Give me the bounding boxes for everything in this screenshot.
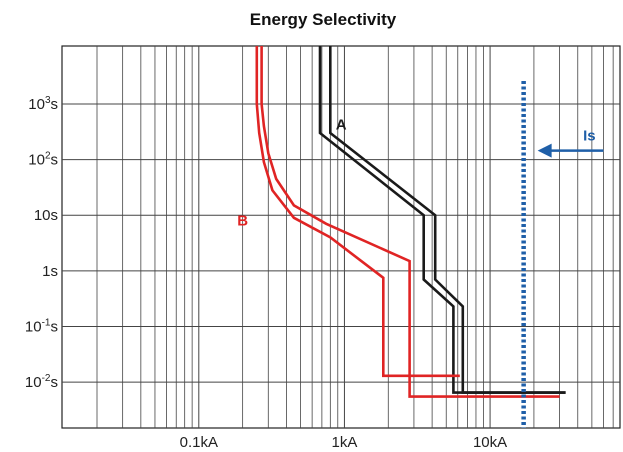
y-tick-label: 102s xyxy=(28,151,58,169)
series-B-curve xyxy=(255,46,460,378)
is-label: Is xyxy=(583,128,596,145)
annotation-layer: A B Is xyxy=(237,81,604,428)
series-B-curve xyxy=(260,46,560,398)
y-tick-label: 10-1s xyxy=(25,318,58,336)
series-A-curve xyxy=(329,46,566,394)
y-tick-label: 1s xyxy=(42,263,58,280)
y-tick-label: 103s xyxy=(28,95,58,113)
series-A-curve xyxy=(318,46,566,394)
x-tick-label: 0.1kA xyxy=(180,434,218,451)
plot-frame xyxy=(61,45,621,429)
y-tick-label: 10s xyxy=(34,207,58,224)
series-layer xyxy=(255,46,566,398)
series-B xyxy=(255,46,560,398)
is-arrow-head xyxy=(537,143,552,158)
grid xyxy=(61,45,621,429)
series-A xyxy=(318,46,566,394)
x-tick-label: 10kA xyxy=(473,434,507,451)
y-tick-label: 10-2s xyxy=(25,373,58,391)
series-B-label: B xyxy=(237,213,248,230)
tick-labels: 0.1kA 1kA 10kA 103s 102s 10s 1s 10-1s 10-2s xyxy=(25,95,507,451)
x-tick-label: 1kA xyxy=(332,434,358,451)
chart-title: Energy Selectivity xyxy=(250,10,397,29)
series-A-label: A xyxy=(336,116,347,133)
